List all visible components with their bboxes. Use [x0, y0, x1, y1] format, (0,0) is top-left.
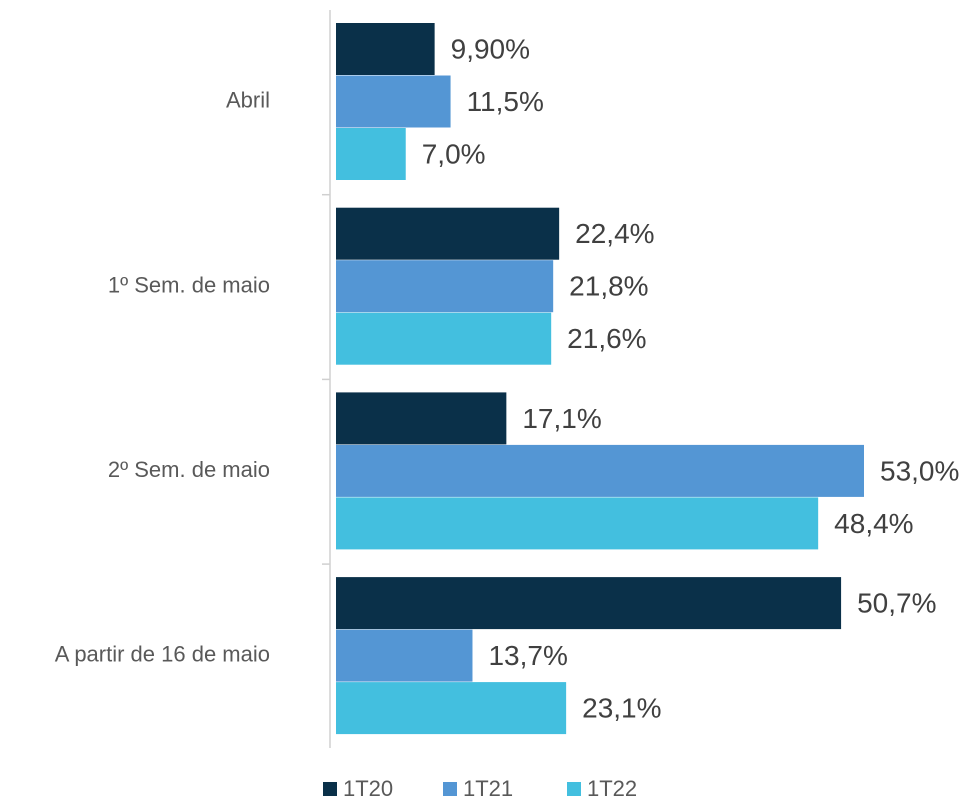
legend-swatch: [567, 782, 581, 796]
value-label: 7,0%: [422, 138, 486, 169]
category-label: 2º Sem. de maio: [108, 457, 270, 482]
legend-swatch: [443, 782, 457, 796]
bar: [336, 312, 552, 365]
legend-label: 1T20: [343, 776, 393, 801]
bar: [336, 23, 435, 75]
bar: [336, 497, 819, 550]
value-label: 9,90%: [451, 33, 530, 64]
bar: [336, 444, 864, 497]
bar: [336, 75, 451, 128]
category-label: Abril: [226, 88, 270, 113]
bar: [336, 577, 842, 630]
bar: [336, 392, 507, 445]
bar: [336, 260, 554, 313]
value-label: 53,0%: [880, 455, 959, 486]
value-label: 48,4%: [834, 508, 913, 539]
value-label: 11,5%: [467, 86, 544, 117]
value-label: 21,6%: [567, 323, 646, 354]
legend-label: 1T22: [587, 776, 637, 801]
value-label: 21,8%: [569, 271, 648, 302]
value-label: 13,7%: [488, 640, 567, 671]
category-label: 1º Sem. de maio: [108, 272, 270, 297]
bar: [336, 207, 560, 260]
value-label: 17,1%: [522, 403, 601, 434]
category-label: A partir de 16 de maio: [55, 642, 270, 667]
value-label: 22,4%: [575, 218, 654, 249]
legend-label: 1T21: [463, 776, 513, 801]
bar: [336, 682, 567, 735]
bar: [336, 629, 473, 682]
bar: [336, 128, 406, 180]
value-label: 50,7%: [857, 587, 936, 618]
legend-swatch: [323, 782, 337, 796]
value-label: 23,1%: [582, 692, 661, 723]
